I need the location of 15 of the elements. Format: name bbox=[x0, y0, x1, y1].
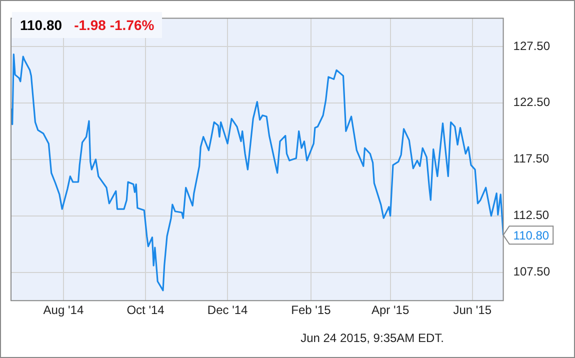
y-tick-label: 122.50 bbox=[513, 95, 550, 110]
y-tick-label: 117.50 bbox=[513, 152, 550, 166]
x-tick-label: Oct '14 bbox=[126, 303, 165, 318]
y-tick-label: 127.50 bbox=[513, 38, 550, 53]
y-tick-label: 112.50 bbox=[513, 208, 550, 222]
x-tick-label: Feb '15 bbox=[291, 303, 332, 318]
x-tick-label: Apr '15 bbox=[371, 303, 410, 318]
text: Jun 24 2015, 9:35AM EDT. bbox=[300, 331, 444, 345]
chart-subtitle: -1.98 -1.76% bbox=[74, 17, 154, 33]
annotation: 110.80 bbox=[513, 228, 550, 242]
x-tick-label: Aug '14 bbox=[43, 303, 84, 318]
x-tick-label: Dec '14 bbox=[207, 303, 248, 318]
y-tick-label: 107.50 bbox=[513, 264, 550, 279]
chart-title: 110.80 bbox=[20, 17, 62, 33]
x-tick-label: Jun '15 bbox=[453, 303, 492, 318]
